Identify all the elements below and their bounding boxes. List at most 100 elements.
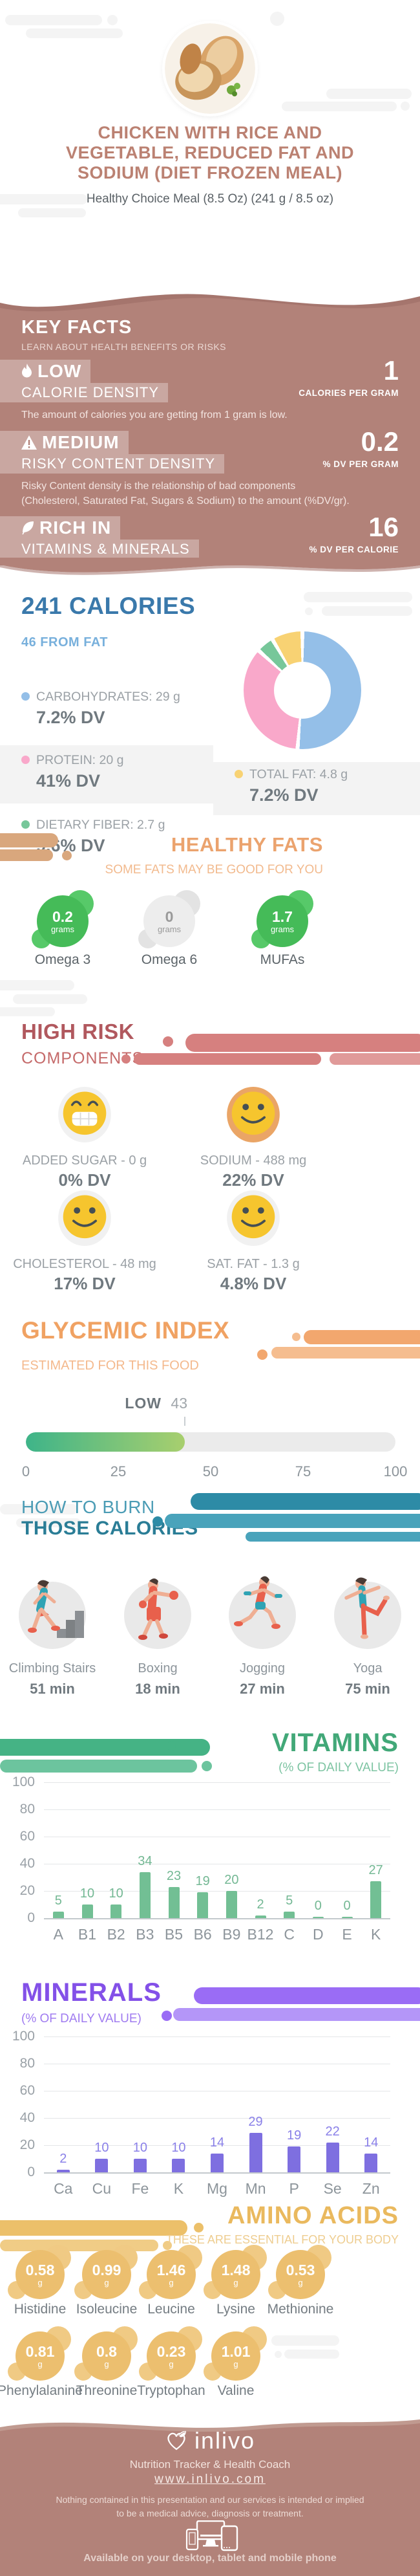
decor-blob [5,15,102,25]
footer-url[interactable]: www.inlivo.com [154,2472,266,2486]
bar-value: 19 [286,2128,302,2143]
page-title-line2: VEGETABLE, REDUCED FAT AND [65,143,354,162]
x-axis-label: K [173,2180,184,2197]
key-fact-rich-in: RICH IN VITAMINS & MINERALS [0,516,420,559]
bar-value: 2 [59,2151,67,2166]
decor-blob [246,1532,420,1542]
footer-disclaimer: Nothing contained in this presentation a… [0,2493,420,2520]
footer-brand: inlivo [194,2427,256,2454]
glycemic-reading: LOW 43 [0,1395,187,1412]
decor-blob [0,194,87,204]
glycemic-scale-label: 25 [110,1463,127,1479]
legend-band-total-fat [213,762,420,815]
amino-acid-threonine: 0.8 g [74,2326,139,2391]
activity-label: Yoga [353,1661,383,1675]
page-subtitle: Healthy Choice Meal (8.5 Oz) (241 g / 8.… [86,192,334,206]
glycemic-fill [26,1432,185,1452]
leaf-icon [22,521,34,535]
y-axis-label: 20 [19,1883,35,1898]
glycemic-tick [184,1417,185,1426]
bar-D [312,1917,324,1918]
key-fact-description: The amount of calories you are getting f… [21,409,288,420]
y-axis-label: 40 [19,2110,35,2125]
glycemic-value: 43 [171,1395,187,1412]
total-fat-dot [235,770,243,778]
description-line: (Cholesterol, Saturated Fat, Sugars & So… [21,496,350,507]
x-axis-label: D [313,1926,324,1943]
risk-label: CHOLESTEROL - 48 mg [13,1257,156,1271]
vitamins-bar-chart: 0 20 40 60 80 100 5 A 10 B1 10 B2 34 B3 23 B5 19 B6 20 B9 2 B… [0,1774,420,1943]
amino-acid-methionine: 0.53 g [268,2245,333,2309]
bar-value: 14 [209,2135,225,2150]
y-axis-label: 40 [19,1856,35,1871]
bar-E [341,1917,353,1918]
y-axis-label: 80 [19,1802,35,1817]
risk-label: SAT. FAT - 1.3 g [207,1257,300,1271]
amino-acid-phenylalanine: 0.81 g [8,2326,72,2391]
x-axis-label: Fe [131,2180,149,2197]
key-fact-name: RISKY CONTENT DENSITY [0,454,225,474]
bar-value: 0 [314,1899,322,1913]
jogging-illustration [227,1572,298,1643]
bar-B12 [255,1915,266,1918]
x-axis-label: Mg [207,2180,227,2197]
amino-acid-label: Isoleucine [76,2302,138,2317]
smile-face-icon [227,1087,280,1142]
gridline [44,2172,390,2174]
decor-blob [165,1514,420,1528]
decor-blob [107,15,118,25]
x-axis-label: C [284,1926,295,1943]
key-fact-value: 16 [368,512,399,542]
amino-acid-label: Tryptophan [137,2383,205,2398]
amount-value: 0.2 [52,908,73,925]
gridline [44,2118,390,2119]
gridline [44,2036,390,2037]
key-facts-section [0,320,420,560]
bar-value: 27 [368,1863,383,1878]
bar-value: 10 [94,2141,109,2155]
amount-unit: grams [157,924,182,934]
glycemic-title: GLYCEMIC INDEX [21,1317,230,1344]
gridline [44,1782,390,1783]
bar-value: 10 [171,2141,186,2155]
bar-value: 5 [54,1893,62,1908]
bar-value: 22 [325,2124,340,2139]
decor-blob [162,2011,172,2021]
decor-blob [191,1493,420,1510]
food-photo [165,23,255,114]
bar-value: 5 [286,1893,293,1908]
bar-value: 29 [248,2115,263,2130]
x-axis-label: B2 [107,1926,125,1943]
page-title-line1: CHICKEN WITH RICE AND [98,123,322,142]
amino-acid-label: Phenylalanine [0,2383,83,2398]
fiber-label: DIETARY FIBER: 2.7 g [36,818,165,832]
bar-value: 34 [138,1853,152,1868]
decor-blob [62,851,72,860]
footer-logo: inlivo [0,2427,420,2454]
amino-acid-items: 0.58 g Histidine 0.99 g Isoleucine 1.46 g Leucin… [0,2245,420,2407]
decor-blob [18,208,86,217]
vitamins-subtitle: (% OF DAILY VALUE) [278,1761,399,1774]
x-axis-label: B12 [247,1926,274,1943]
y-axis-label: 100 [12,1774,35,1789]
decor-blob [0,833,58,847]
disclaimer-line1: Nothing contained in this presentation a… [56,2494,364,2505]
bar-B5 [168,1886,180,1918]
key-fact-level: MEDIUM [42,432,120,452]
high-risk-title: HIGH RISK [21,1020,135,1043]
glycemic-scale: 0 25 50 75 100 [0,1463,420,1483]
key-fact-name: CALORIE DENSITY [0,383,169,402]
glycemic-subtitle: ESTIMATED FOR THIS FOOD [21,1359,199,1373]
bar-value: 10 [79,1886,95,1901]
decor-blob [152,1516,163,1527]
amount-value: 0 [165,908,174,925]
y-axis-label: 20 [19,2137,35,2152]
bar-P [288,2146,301,2172]
key-fact-level: RICH IN [39,518,112,538]
key-fact-value: 1 [383,355,399,386]
healthy-fat-mufas-label: MUFAs [260,952,305,967]
amino-acid-label: Threonine [76,2383,138,2398]
decor-blob [202,1761,212,1771]
decor-blob [275,2351,282,2358]
bar-B3 [139,1872,151,1918]
